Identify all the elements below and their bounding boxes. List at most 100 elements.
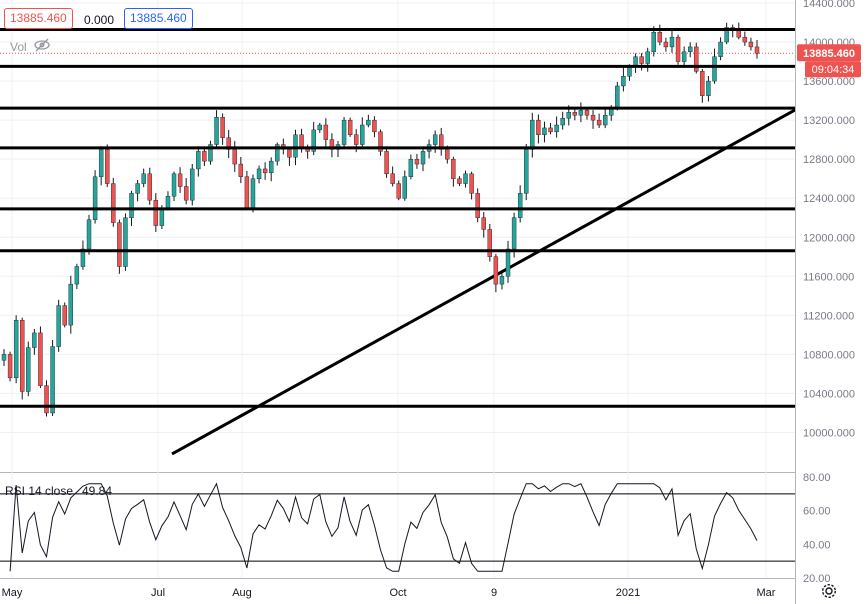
- candle-up: [1, 354, 7, 361]
- candle-up: [214, 117, 219, 145]
- candle-up: [98, 149, 104, 177]
- candle-up: [13, 320, 19, 379]
- rsi-indicator-label[interactable]: RSI 14 close: [5, 484, 74, 498]
- candle-up: [135, 183, 140, 194]
- candle-up: [718, 41, 723, 57]
- time-axis[interactable]: May Jul Aug Oct 9 2021 Mar: [2, 587, 776, 599]
- candle-down: [220, 117, 225, 138]
- candle-down: [754, 46, 760, 54]
- candle-up: [50, 346, 55, 414]
- candle-up: [208, 144, 213, 162]
- candle-down: [105, 149, 110, 184]
- price-tick-label: 14400.000: [803, 0, 855, 10]
- countdown-label: 09:04:34: [812, 64, 855, 76]
- candle-down: [44, 385, 49, 414]
- candle-up: [566, 112, 571, 119]
- candle-down: [675, 36, 681, 62]
- current-price-box: [797, 44, 861, 62]
- candle-up: [141, 173, 146, 184]
- candle-up: [311, 129, 316, 152]
- candle-up: [74, 266, 80, 285]
- candle-up: [669, 36, 675, 48]
- time-tick-label: Mar: [757, 587, 776, 599]
- candle-up: [420, 151, 426, 165]
- candle-down: [232, 149, 237, 165]
- rsi-series: [9, 482, 758, 572]
- candle-up: [615, 85, 620, 109]
- candle-up: [275, 144, 280, 162]
- candle-up: [360, 124, 365, 145]
- bid-price-box[interactable]: 13885.460: [4, 8, 73, 29]
- trendline-segment: [171, 108, 797, 456]
- candle-up: [621, 76, 626, 87]
- candle-down: [487, 229, 493, 257]
- price-tick-label: 12800.000: [803, 154, 855, 166]
- candle-down: [445, 149, 450, 160]
- candle-up: [123, 217, 128, 267]
- candle-up: [651, 32, 656, 53]
- candle-down: [323, 124, 329, 140]
- candle-down: [244, 176, 250, 209]
- candle-down: [153, 199, 159, 226]
- candle-down: [20, 320, 25, 392]
- candle-up: [56, 305, 61, 347]
- time-tick-label: Jul: [151, 587, 165, 599]
- candle-down: [748, 41, 754, 48]
- candle-up: [578, 110, 584, 116]
- candle-up: [68, 283, 73, 326]
- price-tick-label: 13600.000: [803, 76, 855, 88]
- candle-down: [639, 56, 644, 64]
- candle-up: [706, 80, 711, 96]
- candle-down: [299, 134, 304, 148]
- candle-down: [329, 139, 335, 150]
- time-tick-label: Aug: [232, 587, 252, 599]
- candle-up: [408, 158, 414, 177]
- candle-down: [226, 137, 231, 150]
- trendline[interactable]: [171, 108, 797, 456]
- price-grid: [0, 0, 866, 579]
- candle-down: [238, 163, 244, 177]
- rsi-tick-label: 60.00: [803, 506, 831, 518]
- horizontal-levels[interactable]: 14128.76813322.69112916.11112290.4071186…: [0, 21, 861, 415]
- candle-up: [602, 115, 608, 126]
- gear-icon[interactable]: [820, 582, 838, 600]
- candle-down: [596, 119, 602, 126]
- candle-up: [317, 124, 322, 131]
- candle-down: [736, 30, 741, 38]
- candle-down: [111, 183, 116, 223]
- candle-down: [390, 173, 395, 184]
- candle-up: [505, 248, 511, 277]
- candle-down: [347, 119, 353, 135]
- candle-up: [463, 173, 468, 184]
- time-tick-label: 2021: [616, 587, 640, 599]
- rsi-tick-label: 80.00: [803, 472, 831, 484]
- candle-down: [584, 110, 590, 116]
- candle-down: [469, 173, 474, 194]
- candle-up: [80, 248, 86, 267]
- candle-down: [396, 183, 401, 199]
- candle-up: [530, 119, 535, 150]
- candle-up: [159, 207, 165, 226]
- candle-up: [196, 151, 201, 170]
- candle-down: [548, 127, 553, 133]
- hide-eye-icon[interactable]: [33, 37, 51, 53]
- candle-down: [183, 186, 189, 201]
- candle-down: [742, 36, 748, 43]
- ask-price-box[interactable]: 13885.460: [124, 8, 193, 29]
- candle-down: [572, 112, 578, 116]
- time-tick-label: 9: [491, 587, 497, 599]
- volume-label[interactable]: Vol: [10, 40, 27, 54]
- price-axis[interactable]: 14400.00014000.00013600.00013200.0001280…: [795, 0, 866, 604]
- candle-up: [688, 46, 693, 53]
- candle-up: [402, 176, 407, 199]
- candle-up: [542, 127, 547, 135]
- candle-down: [378, 131, 383, 152]
- candle-down: [202, 151, 207, 162]
- candle-down: [694, 46, 699, 72]
- candle-down: [62, 305, 67, 326]
- current-price-label: 13885.460: [803, 48, 855, 60]
- candle-up: [511, 217, 517, 250]
- candle-down: [7, 354, 13, 379]
- candle-down: [287, 149, 292, 158]
